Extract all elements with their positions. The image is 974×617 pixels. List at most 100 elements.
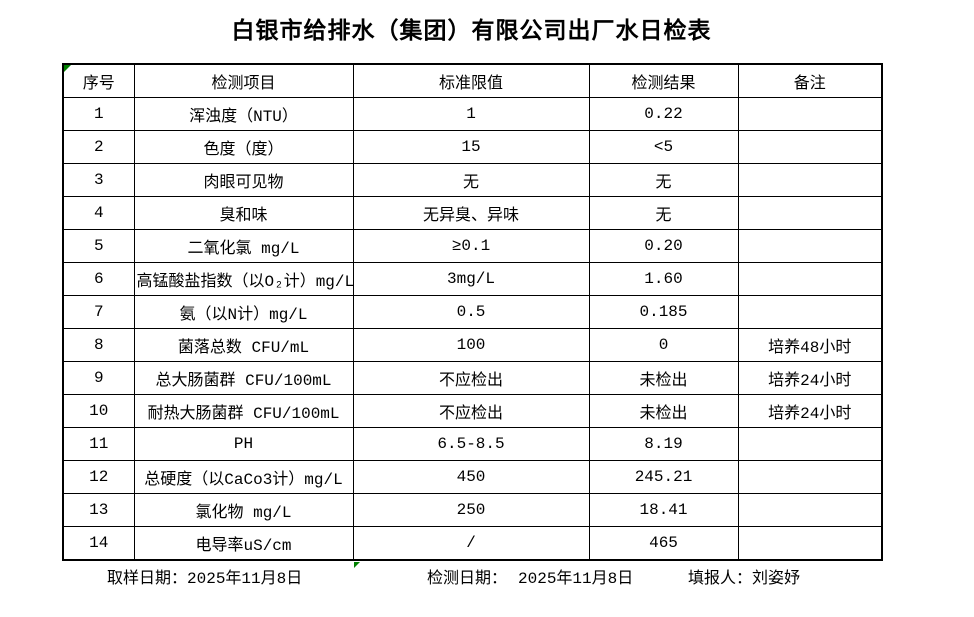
cell-limit: 不应检出 — [352, 360, 590, 396]
cell-limit: 无 — [352, 162, 590, 197]
cell-item: 总硬度（以CaCo3计）mg/L — [133, 460, 354, 495]
cell-item: 耐热大肠菌群 CFU/100mL — [133, 394, 354, 429]
table-row: 10 耐热大肠菌群 CFU/100mL 不应检出 未检出 培养24小时 — [62, 394, 883, 429]
cell-item: 二氧化氯 mg/L — [133, 228, 354, 263]
table-row: 5 二氧化氯 mg/L ≥0.1 0.20 — [62, 228, 883, 263]
column-header-remark: 备注 — [737, 63, 883, 98]
cell-item: 总大肠菌群 CFU/100mL — [133, 360, 354, 396]
table-row: 8 菌落总数 CFU/mL 100 0 培养48小时 — [62, 327, 883, 363]
cell-result: 0.22 — [588, 96, 739, 131]
cell-result: 465 — [588, 526, 739, 561]
cell-result: 未检出 — [588, 360, 739, 396]
cell-remark — [737, 129, 883, 164]
table-row: 9 总大肠菌群 CFU/100mL 不应检出 未检出 培养24小时 — [62, 360, 883, 396]
cell-result: 0 — [588, 327, 739, 363]
cell-limit: 3mg/L — [352, 261, 590, 296]
cell-seq: 3 — [62, 162, 135, 197]
table-row: 1 浑浊度（NTU） 1 0.22 — [62, 96, 883, 131]
excel-error-indicator-icon — [354, 562, 360, 568]
cell-result: <5 — [588, 129, 739, 164]
sampling-date-line: 取样日期：2025年11月8日 — [107, 568, 302, 590]
cell-seq: 4 — [62, 195, 135, 230]
cell-remark: 培养24小时 — [737, 394, 883, 429]
column-header-seq: 序号 — [62, 63, 135, 98]
cell-seq: 5 — [62, 228, 135, 263]
cell-remark — [737, 493, 883, 528]
cell-item: 臭和味 — [133, 195, 354, 230]
cell-remark: 培养24小时 — [737, 360, 883, 396]
cell-remark — [737, 294, 883, 329]
cell-item: 浑浊度（NTU） — [133, 96, 354, 131]
column-header-result: 检测结果 — [588, 63, 739, 98]
column-header-item: 检测项目 — [133, 63, 354, 98]
cell-limit: 1 — [352, 96, 590, 131]
column-header-limit: 标准限值 — [352, 63, 590, 98]
table-row: 11 PH 6.5-8.5 8.19 — [62, 427, 883, 462]
table-row: 3 肉眼可见物无无 — [62, 162, 883, 197]
cell-result: 无 — [588, 195, 739, 230]
cell-remark — [737, 162, 883, 197]
cell-limit: 15 — [352, 129, 590, 164]
cell-result: 0.20 — [588, 228, 739, 263]
cell-remark — [737, 261, 883, 296]
cell-limit: / — [352, 526, 590, 561]
cell-seq: 7 — [62, 294, 135, 329]
cell-result: 18.41 — [588, 493, 739, 528]
excel-error-indicator-icon — [64, 65, 71, 72]
cell-seq: 14 — [62, 526, 135, 561]
cell-result: 0.185 — [588, 294, 739, 329]
cell-seq: 1 — [62, 96, 135, 131]
cell-item: 菌落总数 CFU/mL — [133, 327, 354, 363]
sampling-date-label: 取样日期： — [107, 570, 188, 588]
cell-seq: 9 — [62, 360, 135, 396]
cell-remark — [737, 228, 883, 263]
cell-seq: 10 — [62, 394, 135, 429]
cell-item: 肉眼可见物 — [133, 162, 354, 197]
cell-item: 氯化物 mg/L — [133, 493, 354, 528]
cell-item: PH — [133, 427, 354, 462]
reporter-label: 填报人： — [688, 570, 753, 588]
cell-remark — [737, 195, 883, 230]
cell-result: 245.21 — [588, 460, 739, 495]
sampling-date-value: 2025年11月8日 — [187, 570, 303, 588]
cell-limit: 100 — [352, 327, 590, 363]
daily-inspection-table: 序号 检测项目 标准限值 检测结果 备注 1 浑浊度（NTU） 1 0.22 2 色度（度） 15 <… — [62, 63, 883, 561]
table-row: 6 高锰酸盐指数（以O₂计）mg/L 3mg/L 1.60 — [62, 261, 883, 296]
cell-item: 高锰酸盐指数（以O₂计）mg/L — [133, 261, 354, 296]
table-row: 2 色度（度） 15 <5 — [62, 129, 883, 164]
cell-limit: 250 — [352, 493, 590, 528]
cell-result: 未检出 — [588, 394, 739, 429]
reporter-line: 填报人：刘姿妤 — [688, 568, 800, 590]
cell-seq: 2 — [62, 129, 135, 164]
cell-limit: 6.5-8.5 — [352, 427, 590, 462]
cell-seq: 8 — [62, 327, 135, 363]
table-row: 12 总硬度（以CaCo3计）mg/L 450 245.21 — [62, 460, 883, 495]
cell-seq: 11 — [62, 427, 135, 462]
cell-item: 色度（度） — [133, 129, 354, 164]
cell-seq: 13 — [62, 493, 135, 528]
cell-limit: 不应检出 — [352, 394, 590, 429]
test-date-label: 检测日期： — [427, 570, 508, 588]
cell-result: 1.60 — [588, 261, 739, 296]
cell-remark — [737, 96, 883, 131]
cell-item: 电导率uS/cm — [133, 526, 354, 561]
cell-remark — [737, 427, 883, 462]
table-row: 13 氯化物 mg/L 250 18.41 — [62, 493, 883, 528]
cell-remark: 培养48小时 — [737, 327, 883, 363]
cell-seq: 12 — [62, 460, 135, 495]
cell-limit: ≥0.1 — [352, 228, 590, 263]
test-date-line: 检测日期： 2025年11月8日 — [427, 568, 633, 590]
cell-remark — [737, 460, 883, 495]
cell-limit: 450 — [352, 460, 590, 495]
table-body: 1 浑浊度（NTU） 1 0.22 2 色度（度） 15 <5 3 肉眼可见物无无 4 臭和味 无异臭、… — [62, 96, 883, 561]
cell-remark — [737, 526, 883, 561]
cell-item: 氨（以N计）mg/L — [133, 294, 354, 329]
test-date-value: 2025年11月8日 — [518, 570, 634, 588]
reporter-name: 刘姿妤 — [752, 570, 801, 588]
table-row: 4 臭和味 无异臭、异味无 — [62, 195, 883, 230]
table-row: 14 电导率uS/cm/465 — [62, 526, 883, 561]
page-title: 白银市给排水（集团）有限公司出厂水日检表 — [231, 19, 712, 45]
table-row: 7 氨（以N计）mg/L 0.5 0.185 — [62, 294, 883, 329]
cell-result: 8.19 — [588, 427, 739, 462]
header-row: 序号 检测项目 标准限值 检测结果 备注 — [62, 63, 883, 98]
